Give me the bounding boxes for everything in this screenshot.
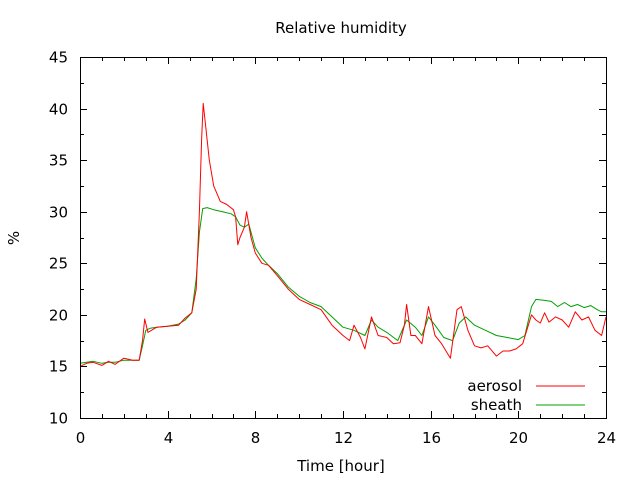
y-tick-label: 40 bbox=[49, 101, 68, 119]
y-axis-ticks: 10 15 20 25 30 35 40 45 bbox=[49, 49, 606, 428]
series-line-sheath bbox=[79, 207, 606, 364]
legend-label-sheath: sheath bbox=[471, 396, 522, 414]
x-axis-label: Time [hour] bbox=[296, 457, 385, 475]
y-tick-label: 45 bbox=[49, 49, 68, 67]
y-tick-label: 10 bbox=[49, 410, 68, 428]
x-tick-label: 8 bbox=[251, 429, 261, 447]
y-tick-label: 15 bbox=[49, 358, 68, 376]
chart-title: Relative humidity bbox=[275, 19, 407, 37]
x-tick-label: 4 bbox=[164, 429, 174, 447]
y-tick-label: 20 bbox=[49, 307, 68, 325]
x-tick-label: 16 bbox=[422, 429, 441, 447]
x-tick-label: 0 bbox=[76, 429, 86, 447]
x-tick-label: 20 bbox=[509, 429, 528, 447]
x-axis-ticks: 0 4 8 12 16 20 24 bbox=[76, 57, 616, 447]
x-tick-label: 12 bbox=[334, 429, 353, 447]
series-line-aerosol bbox=[79, 102, 607, 367]
y-tick-label: 35 bbox=[49, 152, 68, 170]
series-layer bbox=[79, 102, 607, 367]
y-tick-label: 25 bbox=[49, 255, 68, 273]
legend-label-aerosol: aerosol bbox=[467, 377, 522, 395]
plot-frame bbox=[80, 57, 607, 419]
x-tick-label: 24 bbox=[597, 429, 616, 447]
y-tick-label: 30 bbox=[49, 204, 68, 222]
y-axis-label: % bbox=[5, 231, 23, 245]
